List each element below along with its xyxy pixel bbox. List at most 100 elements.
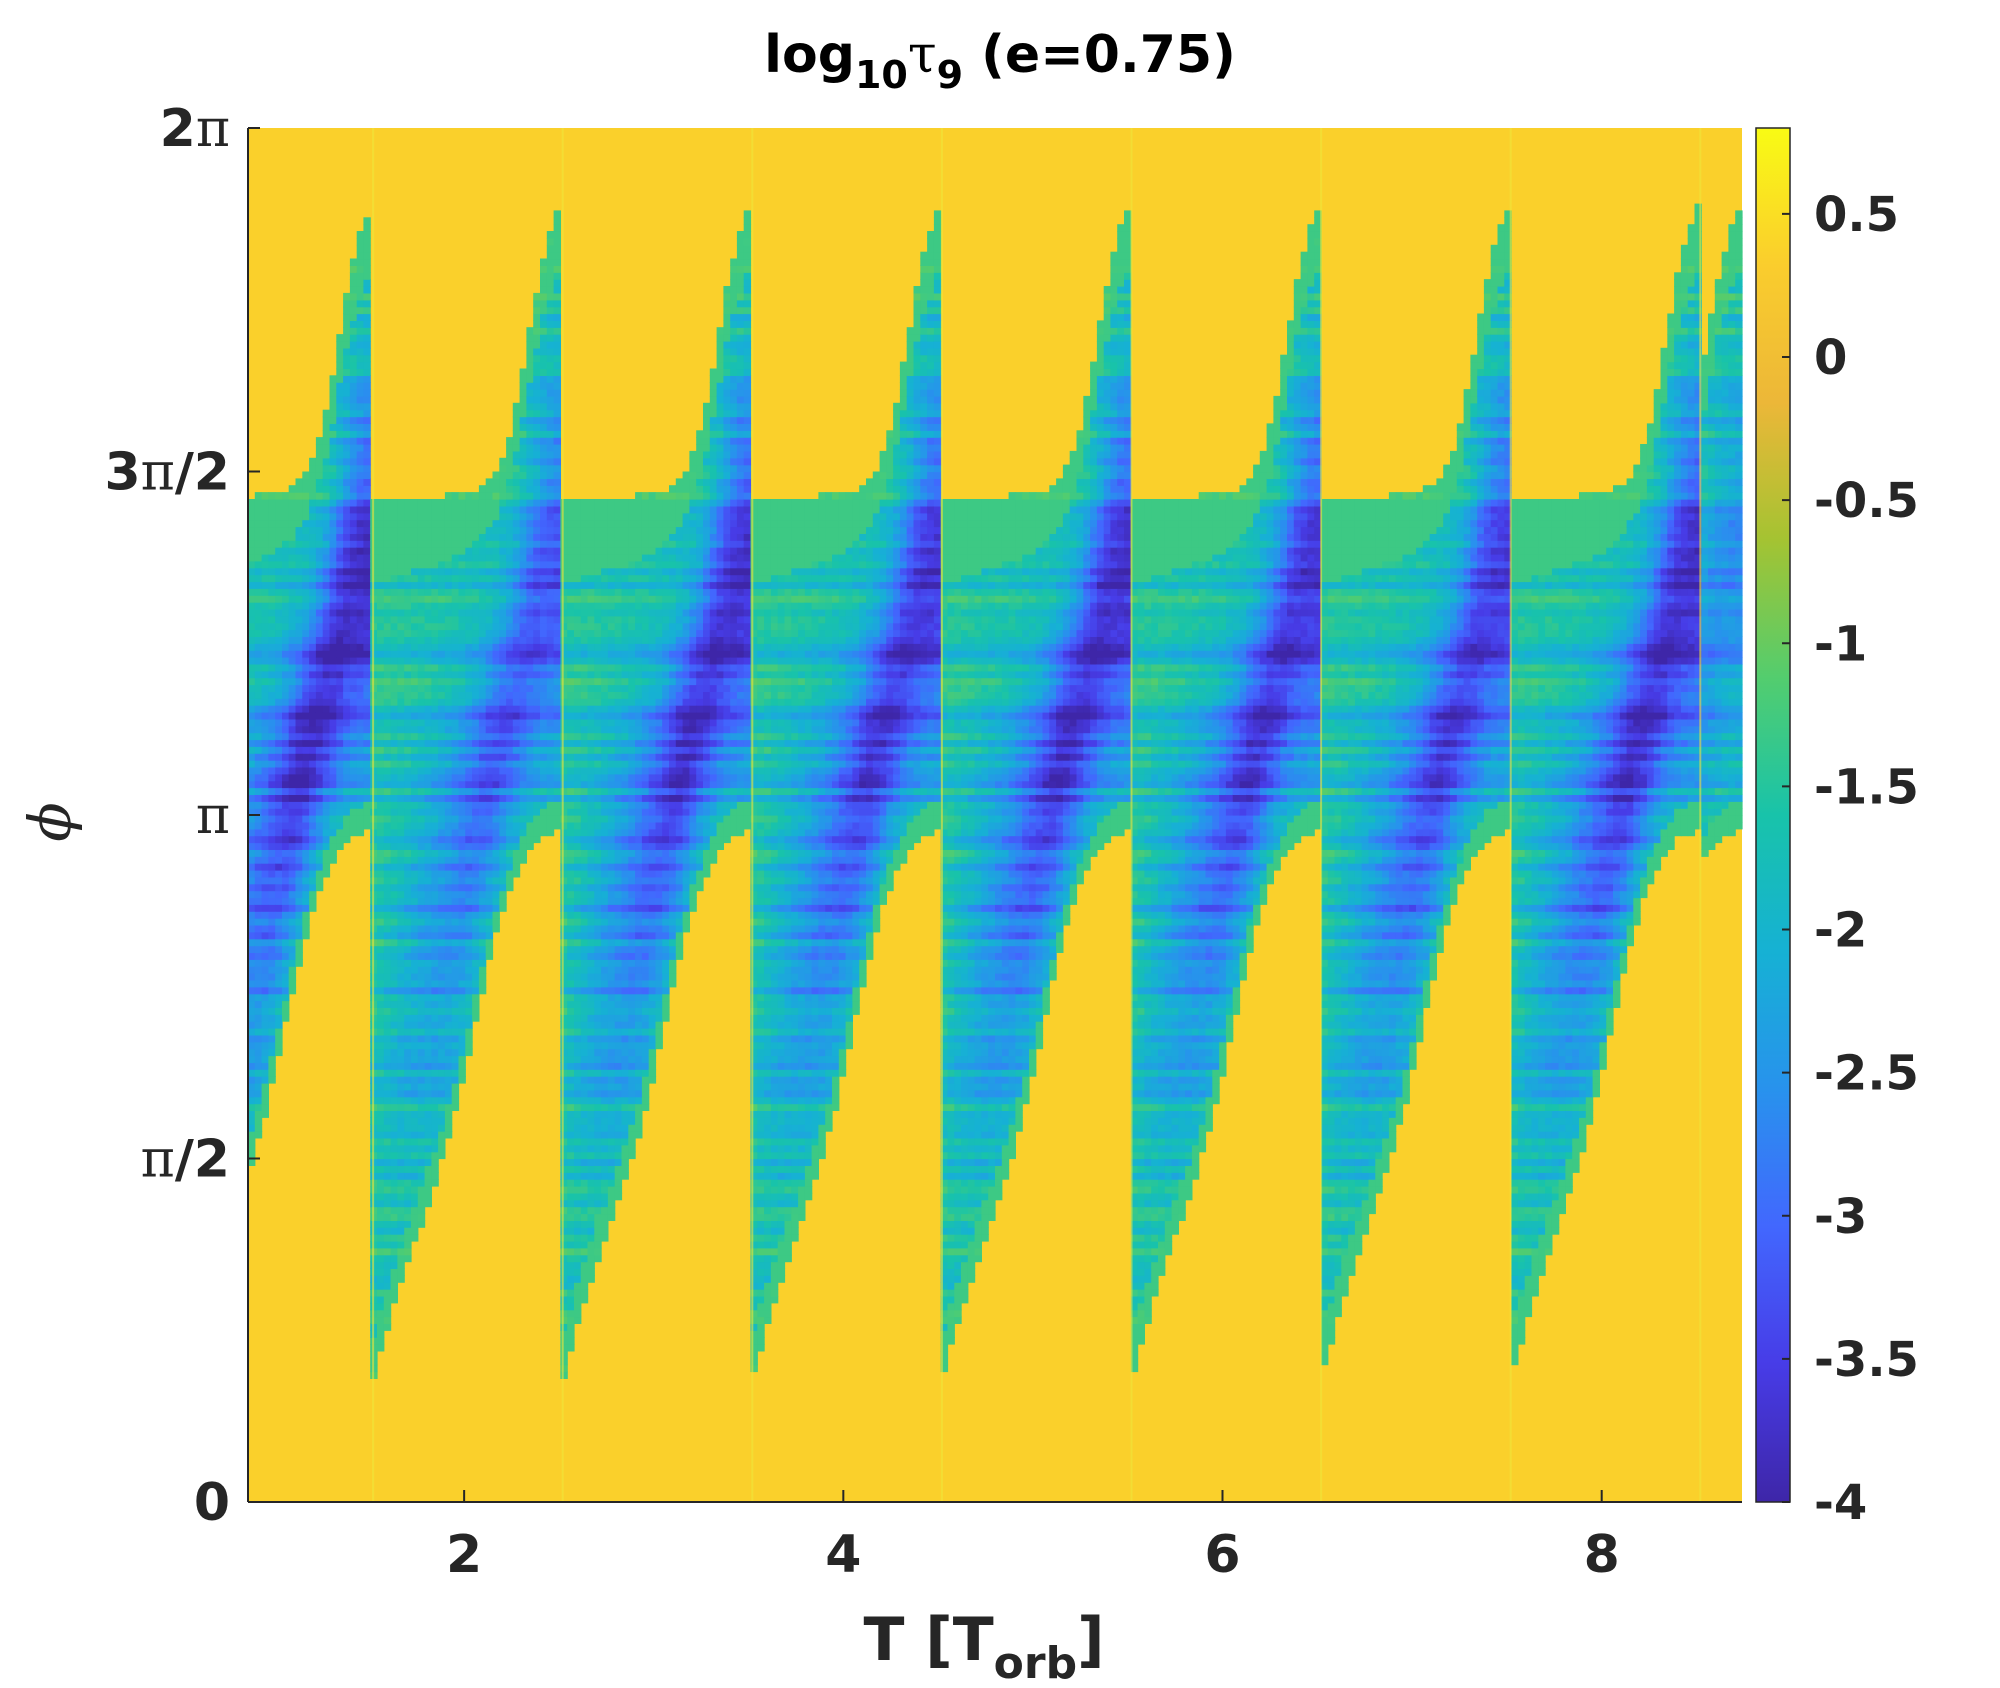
heatmap-cell: [594, 705, 601, 713]
heatmap-cell: [547, 801, 554, 809]
heatmap-cell: [404, 994, 411, 1002]
heatmap-cell: [296, 602, 303, 610]
heatmap-cell: [445, 932, 452, 940]
heatmap-cell: [560, 801, 567, 809]
heatmap-cell: [377, 877, 384, 885]
heatmap-cell: [513, 581, 520, 589]
heatmap-cell: [506, 561, 513, 569]
heatmap-cell: [384, 650, 391, 658]
heatmap-cell: [465, 753, 472, 761]
heatmap-cell: [282, 815, 289, 823]
heatmap-cell: [533, 746, 540, 754]
heatmap-cell: [459, 664, 466, 672]
heatmap-cell: [391, 499, 398, 507]
heatmap-cell: [404, 1138, 411, 1146]
heatmap-cell: [479, 643, 486, 651]
heatmap-cell: [289, 760, 296, 768]
heatmap-cell: [377, 1097, 384, 1105]
heatmap-cell: [391, 726, 398, 734]
heatmap-cell: [526, 774, 533, 782]
heatmap-cell: [465, 533, 472, 541]
heatmap-cell: [438, 664, 445, 672]
heatmap-cell: [431, 980, 438, 988]
heatmap-cell: [567, 911, 574, 919]
heatmap-cell: [472, 657, 479, 665]
heatmap-cell: [431, 959, 438, 967]
heatmap-cell: [499, 616, 506, 624]
heatmap-cell: [588, 794, 595, 802]
heatmap-cell: [425, 1090, 432, 1098]
heatmap-cell: [262, 994, 269, 1002]
heatmap-cell: [330, 396, 337, 404]
heatmap-cell: [425, 554, 432, 562]
heatmap-cell: [526, 691, 533, 699]
heatmap-cell: [282, 808, 289, 816]
heatmap-cell: [493, 897, 500, 905]
heatmap-cell: [404, 870, 411, 878]
heatmap-cell: [255, 691, 262, 699]
heatmap-cell: [275, 616, 282, 624]
heatmap-cell: [309, 746, 316, 754]
heatmap-cell: [309, 671, 316, 679]
heatmap-cell: [411, 520, 418, 528]
heatmap-cell: [547, 678, 554, 686]
heatmap-cell: [438, 609, 445, 617]
heatmap-cell: [465, 856, 472, 864]
heatmap-cell: [601, 609, 608, 617]
heatmap-cell: [574, 623, 581, 631]
heatmap-cell: [438, 849, 445, 857]
heatmap-cell: [459, 739, 466, 747]
heatmap-cell: [411, 781, 418, 789]
heatmap-cell: [438, 946, 445, 954]
heatmap-cell: [594, 616, 601, 624]
heatmap-cell: [547, 767, 554, 775]
heatmap-cell: [520, 458, 527, 466]
heatmap-cell: [336, 437, 343, 445]
heatmap-cell: [323, 863, 330, 871]
heatmap-cell: [465, 1035, 472, 1043]
heatmap-cell: [418, 520, 425, 528]
heatmap-cell: [540, 657, 547, 665]
heatmap-cell: [296, 478, 303, 486]
heatmap-cell: [547, 272, 554, 280]
heatmap-cell: [323, 417, 330, 425]
heatmap-cell: [567, 685, 574, 693]
heatmap-cell: [289, 643, 296, 651]
heatmap-cell: [377, 733, 384, 741]
heatmap-cell: [377, 1282, 384, 1290]
heatmap-cell: [431, 788, 438, 796]
heatmap-cell: [601, 739, 608, 747]
heatmap-cell: [567, 1145, 574, 1153]
heatmap-cell: [513, 739, 520, 747]
title-prefix: log: [764, 25, 855, 85]
heatmap-cell: [533, 650, 540, 658]
heatmap-cell: [526, 506, 533, 514]
heatmap-cell: [275, 561, 282, 569]
heatmap-cell: [418, 822, 425, 830]
heatmap-cell: [615, 685, 622, 693]
heatmap-cell: [608, 980, 615, 988]
heatmap-cell: [330, 774, 337, 782]
heatmap-cell: [262, 513, 269, 521]
heatmap-cell: [343, 664, 350, 672]
heatmap-cell: [452, 527, 459, 535]
heatmap-cell: [479, 891, 486, 899]
heatmap-cell: [418, 932, 425, 940]
heatmap-cell: [411, 643, 418, 651]
heatmap-cell: [506, 650, 513, 658]
heatmap-cell: [608, 1007, 615, 1015]
heatmap-cell: [404, 616, 411, 624]
heatmap-cell: [506, 788, 513, 796]
heatmap-cell: [533, 595, 540, 603]
heatmap-cell: [289, 533, 296, 541]
heatmap-cell: [581, 657, 588, 665]
heatmap-cell: [486, 588, 493, 596]
heatmap-cell: [255, 1049, 262, 1057]
heatmap-cell: [601, 904, 608, 912]
heatmap-cell: [275, 980, 282, 988]
heatmap-cell: [554, 375, 561, 383]
heatmap-cell: [397, 891, 404, 899]
heatmap-cell: [547, 781, 554, 789]
heatmap-cell: [594, 884, 601, 892]
heatmap-cell: [452, 1001, 459, 1009]
